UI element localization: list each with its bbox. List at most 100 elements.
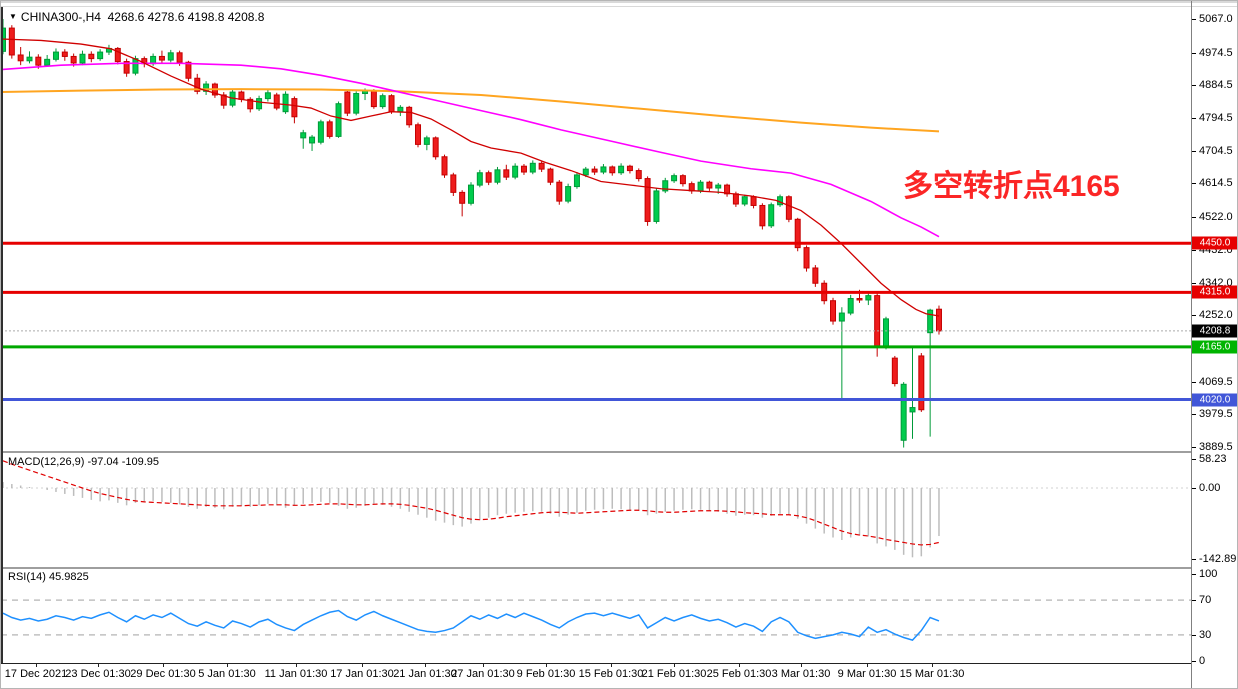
rsi-chart-canvas[interactable] (1, 569, 1191, 663)
date-label: 29 Dec 01:30 (130, 668, 196, 680)
candle-bullish (26, 56, 33, 62)
candle-bullish (300, 132, 307, 139)
candle-bullish (203, 83, 210, 92)
candle-bearish (415, 124, 422, 145)
candle-bearish (891, 357, 898, 385)
date-tickmark (674, 664, 675, 667)
candle-bearish (609, 166, 616, 174)
price-axis[interactable]: 5067.0 4974.5 4884.5 4794.5 4704.5 4614.5 4522… (1192, 1, 1237, 688)
price-badge-4208.8: 4208.8 (1192, 324, 1237, 338)
candle-bullish (883, 318, 889, 347)
candle-bullish (309, 136, 316, 144)
candle-bearish (247, 98, 254, 110)
price-tick-4069.5: 4069.5 (1199, 375, 1233, 388)
candle-bearish (8, 27, 15, 56)
date-tickmark (739, 664, 740, 667)
candle-bullish (423, 137, 430, 145)
price-tick-4252.0: 4252.0 (1199, 309, 1233, 322)
candle-bearish (326, 121, 333, 137)
candle-bullish (335, 103, 342, 137)
candle-bullish (909, 407, 916, 413)
rsi-tick-30: 30 (1199, 628, 1212, 641)
price-badge-4450.0[interactable]: 4450.0 (1192, 236, 1237, 250)
price-tick-4342.0-tickmark (1192, 282, 1196, 284)
price-tick-4432.0-tickmark (1192, 249, 1196, 251)
price-tick-4794.5-tickmark (1192, 118, 1196, 120)
main-chart-canvas[interactable] (1, 1, 1191, 453)
macd-tick-0.00-tickmark (1192, 488, 1196, 489)
time-axis[interactable]: 17 Dec 2021 23 Dec 01:30 29 Dec 01:30 5 Jan… (1, 664, 1191, 688)
price-tick-4884.5: 4884.5 (1199, 79, 1233, 92)
rsi-label: RSI(14) 45.9825 (8, 571, 89, 583)
price-tick-3979.5-tickmark (1192, 414, 1196, 416)
date-tickmark (425, 664, 426, 667)
candle-bullish (662, 180, 669, 192)
rsi-tick-70-tickmark (1192, 600, 1196, 602)
price-tick-4342.0: 4342.0 (1199, 276, 1233, 289)
candle-bearish (538, 162, 545, 170)
rsi-tick-30-tickmark (1192, 634, 1196, 636)
candle-bullish (282, 93, 289, 113)
rsi-tick-70: 70 (1199, 594, 1212, 607)
chart-ohlc-values: 4268.6 4278.6 4198.8 4208.8 (107, 10, 265, 24)
macd-chart-canvas[interactable] (1, 453, 1191, 567)
rsi-tick-100: 100 (1199, 568, 1218, 580)
date-tickmark (98, 664, 99, 667)
chart-left-frame (1, 7, 3, 663)
date-label: 21 Jan 01:30 (393, 668, 457, 680)
price-badge-4165.0[interactable]: 4165.0 (1192, 340, 1237, 354)
price-tick-4884.5-tickmark (1192, 85, 1196, 87)
date-label: 17 Jan 01:30 (330, 668, 394, 680)
panel-separator-macd[interactable] (1, 451, 1191, 453)
candle-bullish (132, 58, 139, 74)
date-tickmark (163, 664, 164, 667)
candle-bullish (79, 53, 86, 64)
date-tickmark (546, 664, 547, 667)
date-label: 11 Jan 01:30 (264, 668, 328, 680)
candle-bullish (565, 186, 572, 202)
candle-bearish (388, 95, 395, 113)
candle-bearish (785, 196, 792, 220)
rsi-tick-0-tickmark (1192, 661, 1196, 662)
panel-separator-rsi[interactable] (1, 567, 1191, 569)
candle-bearish (856, 298, 863, 301)
candle-bullish (582, 168, 589, 176)
candle-bearish (830, 300, 837, 322)
candle-bullish (697, 181, 704, 192)
candle-bearish (344, 91, 351, 114)
price-badge-4020.0[interactable]: 4020.0 (1192, 393, 1237, 407)
candle-bearish (35, 56, 42, 66)
date-label: 21 Feb 01:30 (641, 668, 707, 680)
candle-bearish (88, 53, 95, 60)
candle-bullish (397, 106, 404, 113)
chart-symbol-label: CHINA300-,H4 (20, 10, 101, 24)
date-label: 17 Dec 2021 (4, 668, 68, 680)
price-tick-5067.0-tickmark (1192, 19, 1196, 20)
candle-bearish (812, 267, 819, 284)
trend-annotation: 多空转折点4165 (903, 170, 1120, 203)
date-tickmark (932, 664, 933, 667)
date-label: 25 Feb 01:30 (706, 668, 772, 680)
candle-bullish (494, 169, 501, 183)
candle-bullish (353, 93, 360, 114)
candle-bearish (750, 196, 757, 206)
candle-bearish (70, 55, 77, 64)
candle-bearish (194, 77, 201, 92)
candle-bearish (724, 184, 731, 195)
price-badge-4315.0[interactable]: 4315.0 (1192, 285, 1237, 299)
candle-bearish (626, 165, 633, 172)
date-tickmark (483, 664, 484, 667)
candle-bullish (52, 51, 59, 60)
candle-bearish (644, 178, 651, 222)
candle-bullish (529, 162, 536, 173)
candle-bearish (759, 204, 766, 227)
date-label: 9 Feb 01:30 (516, 668, 576, 680)
candle-bearish (556, 181, 563, 202)
candle-bullish (618, 165, 625, 174)
chart-header[interactable]: ▼ CHINA300-,H4 4268.6 4278.6 4198.8 4208.… (9, 10, 264, 24)
symbol-caret-icon[interactable]: ▼ (9, 12, 17, 21)
candle-bullish (847, 298, 854, 314)
candle-bearish (874, 295, 881, 347)
price-tick-4614.5: 4614.5 (1199, 177, 1233, 190)
price-tick-4522.0: 4522.0 (1199, 211, 1233, 224)
